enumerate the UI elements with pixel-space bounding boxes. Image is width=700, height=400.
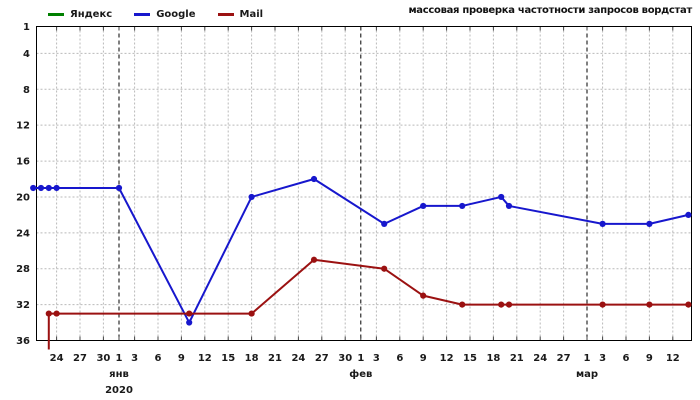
legend-label-yandex: Яндекс xyxy=(70,9,113,20)
mail-series-point xyxy=(459,301,466,308)
google-series-point xyxy=(381,220,388,227)
y-tick-label: 16 xyxy=(16,157,30,168)
mail-series-point xyxy=(45,310,52,317)
mail-series-point xyxy=(420,292,427,299)
mail-series-point xyxy=(498,301,505,308)
y-tick-label: 8 xyxy=(23,85,30,96)
y-tick-label: 4 xyxy=(23,49,30,60)
y-tick-label: 1 xyxy=(23,22,30,33)
yandex-series-dash-icon xyxy=(48,13,64,16)
x-tick-label: 3 xyxy=(131,353,138,364)
google-series-point xyxy=(248,193,255,201)
x-tick-label: 6 xyxy=(623,353,630,364)
x-tick-label: 24 xyxy=(291,353,305,364)
x-tick-label: 15 xyxy=(463,353,477,364)
x-tick-label: 3 xyxy=(599,353,606,364)
legend-item-yandex: Яндекс xyxy=(48,9,112,20)
legend-label-mail: Mail xyxy=(239,9,264,20)
x-tick-label: 21 xyxy=(510,353,524,364)
mail-series-point xyxy=(685,301,692,308)
google-series-point xyxy=(599,220,606,227)
mail-series-point xyxy=(381,265,388,272)
legend-item-google: Google xyxy=(134,9,196,20)
legend-item-mail: Mail xyxy=(217,9,264,20)
x-tick-label: 15 xyxy=(221,353,235,364)
x-tick-label: 24 xyxy=(533,353,547,364)
mail-series-point xyxy=(248,310,255,317)
google-series-point xyxy=(646,220,653,227)
plot-border xyxy=(36,26,692,341)
google-series-point xyxy=(115,184,123,192)
x-tick-label: 21 xyxy=(268,353,282,364)
y-tick-label: 32 xyxy=(16,300,30,311)
x-tick-label: 1 xyxy=(584,353,591,364)
month-label: янв xyxy=(109,369,129,380)
x-tick-label: 30 xyxy=(338,353,352,364)
mail-series-line xyxy=(47,258,689,350)
google-series-point xyxy=(498,193,505,201)
y-tick-label: 12 xyxy=(16,121,30,132)
mail-series-point xyxy=(310,256,318,263)
legend-label-google: Google xyxy=(156,9,196,20)
google-series-point xyxy=(53,184,60,192)
google-series-point xyxy=(45,184,52,192)
google-series-point xyxy=(459,202,466,210)
mail-series-point xyxy=(186,310,193,317)
x-tick-label: 3 xyxy=(373,353,380,364)
mail-series-point xyxy=(646,301,653,308)
y-tick-label: 36 xyxy=(16,336,30,347)
google-series-point xyxy=(37,184,45,192)
x-tick-label: 9 xyxy=(178,353,185,364)
x-tick-label: 18 xyxy=(486,353,500,364)
google-series-point xyxy=(310,175,318,183)
x-tick-label: 6 xyxy=(155,353,162,364)
y-tick-label: 28 xyxy=(16,264,30,275)
x-tick-label: 1 xyxy=(116,353,123,364)
x-tick-label: 12 xyxy=(666,353,680,364)
x-tick-label: 9 xyxy=(420,353,427,364)
chart-legend: Яндекс Google Mail xyxy=(48,9,263,20)
y-tick-label: 20 xyxy=(16,192,30,203)
x-tick-label: 27 xyxy=(73,353,87,364)
mail-series-point xyxy=(505,301,513,308)
google-series-dash-icon xyxy=(134,13,151,16)
x-tick-label: 12 xyxy=(440,353,454,364)
y-tick-label: 24 xyxy=(16,228,30,239)
google-series-point xyxy=(30,184,37,192)
x-tick-label: 9 xyxy=(646,353,653,364)
x-tick-label: 27 xyxy=(557,353,571,364)
google-series-point xyxy=(685,211,692,218)
year-label: 2020 xyxy=(105,385,133,396)
google-series-point xyxy=(186,319,193,326)
month-label: фев xyxy=(349,368,372,380)
mail-series-dash-icon xyxy=(217,13,234,16)
chart-title: массовая проверка частотности запросов в… xyxy=(408,5,692,16)
mail-series-point xyxy=(53,310,60,317)
google-series-point xyxy=(505,202,513,210)
google-series-point xyxy=(420,202,427,210)
x-tick-label: 12 xyxy=(198,353,212,364)
x-tick-label: 1 xyxy=(357,353,364,364)
google-series-line xyxy=(33,178,689,324)
mail-series-point xyxy=(599,301,606,308)
month-label: мар xyxy=(576,369,598,380)
x-tick-label: 18 xyxy=(245,353,259,364)
x-tick-label: 24 xyxy=(50,353,64,364)
x-tick-label: 27 xyxy=(315,353,329,364)
x-tick-label: 6 xyxy=(396,353,403,364)
x-tick-label: 30 xyxy=(96,353,110,364)
